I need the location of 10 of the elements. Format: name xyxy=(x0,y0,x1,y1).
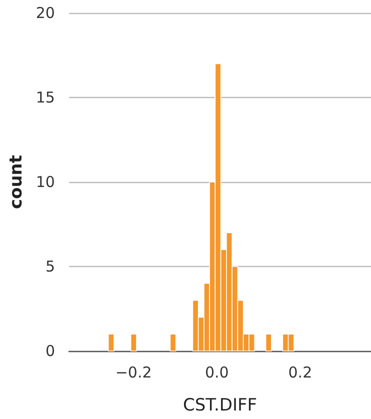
y-axis-title: count xyxy=(6,154,26,210)
y-tick-label: 10 xyxy=(36,173,55,191)
y-tick-label: 15 xyxy=(36,88,55,106)
x-tick-label: −0.2 xyxy=(115,364,152,382)
x-tick-label: 0.2 xyxy=(288,364,312,382)
y-tick-label: 5 xyxy=(45,258,55,276)
x-tick-label: 0.0 xyxy=(204,364,229,382)
y-tick-label: 20 xyxy=(36,4,55,22)
x-axis-title: CST.DIFF xyxy=(182,396,258,416)
y-tick-label: 0 xyxy=(45,342,55,360)
